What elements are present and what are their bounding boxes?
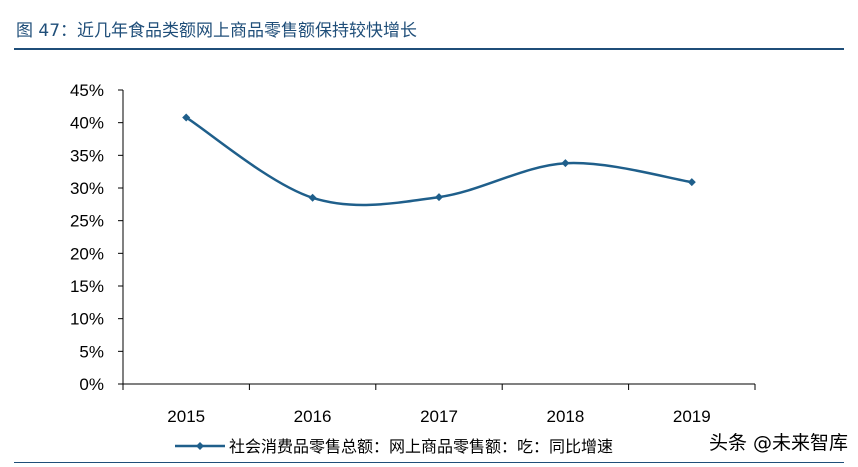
data-point-marker <box>308 193 317 202</box>
y-tick-label: 30% <box>70 179 104 198</box>
y-tick-label: 25% <box>70 212 104 231</box>
x-tick-label: 2015 <box>167 407 205 426</box>
x-tick-labels: 2015 2016 2017 2018 2019 <box>167 407 710 426</box>
data-point-marker <box>182 113 191 122</box>
data-point-marker <box>687 178 696 187</box>
chart-series <box>182 113 696 207</box>
y-tick-label: 0% <box>79 375 104 394</box>
y-tick-labels: 0% 5% 10% 15% 20% 25% 30% 35% 40% 45% <box>70 81 104 394</box>
y-tick-label: 15% <box>70 277 104 296</box>
y-tick-label: 5% <box>79 342 104 361</box>
y-tick-label: 40% <box>70 114 104 133</box>
figure-title: 图 47：近几年食品类额网上商品零售额保持较快增长 <box>16 21 418 41</box>
watermark: 头条 @未来智库 <box>708 432 848 454</box>
x-tick-label: 2017 <box>420 407 458 426</box>
x-tick-label: 2016 <box>294 407 332 426</box>
legend-label: 社会消费品零售总额：网上商品零售额：吃：同比增速 <box>229 437 613 456</box>
x-tick-label: 2018 <box>546 407 584 426</box>
y-tick-label: 45% <box>70 81 104 100</box>
x-tick-label: 2019 <box>673 407 711 426</box>
bottom-rule <box>14 462 844 463</box>
y-tick-label: 20% <box>70 244 104 263</box>
legend-marker <box>196 442 204 450</box>
data-point-marker <box>561 159 570 168</box>
series-line <box>185 116 692 207</box>
chart-legend: 社会消费品零售总额：网上商品零售额：吃：同比增速 <box>175 437 613 456</box>
y-tick-label: 35% <box>70 146 104 165</box>
chart-axes <box>118 89 756 390</box>
data-point-marker <box>435 193 443 202</box>
y-tick-label: 10% <box>70 310 104 329</box>
title-rule <box>14 48 844 50</box>
